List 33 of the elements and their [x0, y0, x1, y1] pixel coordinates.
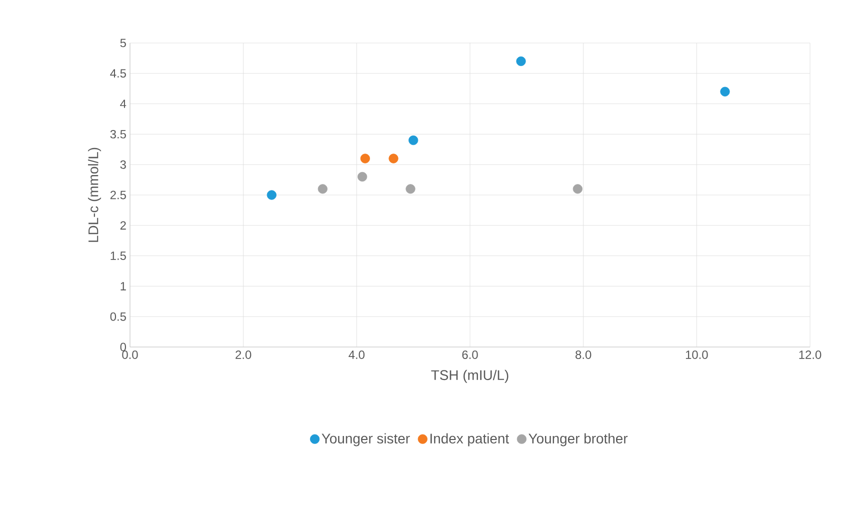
y-tick-label: 3.5 — [110, 130, 126, 138]
y-tick-label: 0.5 — [110, 312, 126, 321]
point — [318, 184, 328, 194]
point — [572, 184, 582, 194]
legend-label: Index patient — [430, 433, 509, 446]
point — [516, 56, 526, 66]
point — [720, 86, 730, 96]
y-tick-label: 0 — [120, 342, 126, 352]
x-tick-label: 6.0 — [462, 350, 478, 359]
y-tick-label: 1 — [120, 282, 126, 290]
legend-label: Younger brother — [528, 433, 628, 446]
x-tick-label: 0.0 — [122, 350, 138, 359]
point — [360, 154, 370, 164]
y-tick-label: 5 — [120, 38, 126, 48]
point — [406, 184, 416, 194]
y-axis-title: LDL-c (mmol/L) — [88, 148, 102, 242]
point — [408, 135, 418, 146]
point — [358, 172, 368, 182]
x-tick-label: 2.0 — [236, 350, 252, 359]
point — [266, 190, 276, 200]
y-tick-label: 1.5 — [110, 252, 126, 260]
x-axis-title: TSH (mIU/L) — [431, 370, 508, 383]
x-tick-label: 8.0 — [576, 350, 592, 359]
y-tick-label: 4 — [120, 100, 126, 108]
y-tick-label: 2 — [120, 221, 126, 230]
x-tick-label: 4.0 — [348, 350, 365, 359]
y-tick-label: 3 — [120, 160, 126, 169]
y-tick-label: 2.5 — [110, 190, 126, 200]
x-tick-label: 12.0 — [799, 350, 822, 359]
legend-label: Younger sister — [322, 433, 410, 446]
y-tick-label: 4.5 — [110, 69, 126, 78]
point — [388, 154, 398, 164]
x-tick-label: 10.0 — [686, 350, 708, 359]
